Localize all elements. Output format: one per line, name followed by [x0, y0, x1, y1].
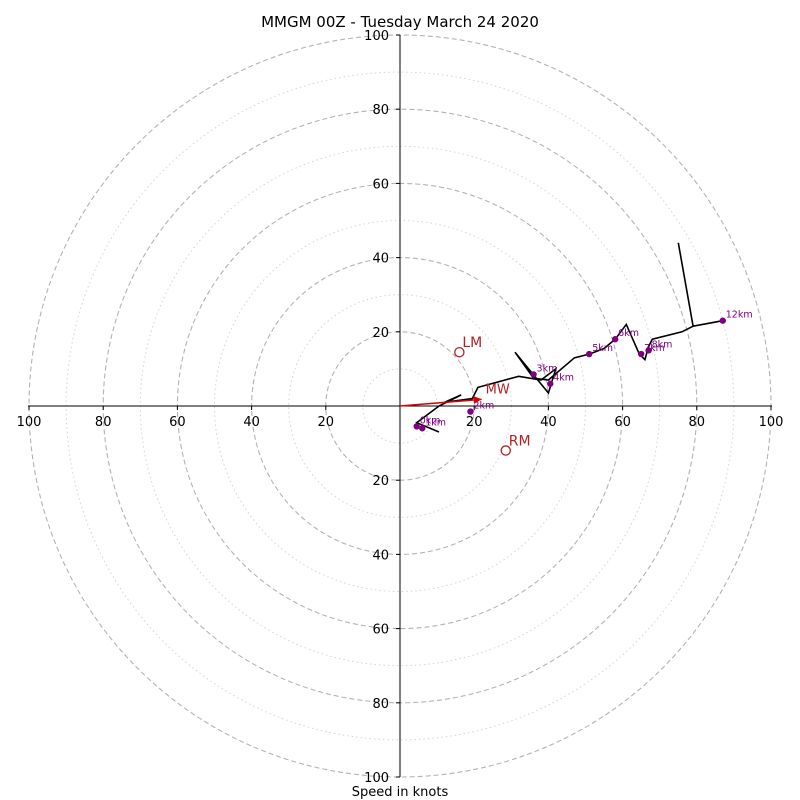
y-tick-label: 20	[372, 474, 389, 489]
height-marker-label-2km: 2km	[473, 401, 494, 412]
height-marker-label-8km: 8km	[652, 339, 673, 350]
height-marker-label-4km: 4km	[553, 373, 574, 384]
mean-wind-label: MW	[486, 382, 510, 397]
x-tick-label: 40	[540, 415, 557, 430]
x-tick-label: 100	[759, 415, 784, 430]
x-tick-label: 40	[243, 415, 260, 430]
height-marker-label-5km: 5km	[592, 343, 613, 354]
y-tick-label: 60	[372, 623, 389, 638]
x-tick-label: 20	[466, 415, 483, 430]
y-tick-label: 40	[372, 252, 389, 267]
height-marker-0km	[413, 423, 420, 430]
hodograph-line	[415, 242, 723, 433]
height-marker-label-0km: 0km	[420, 415, 441, 426]
height-marker-label-6km: 6km	[618, 328, 639, 339]
height-marker-8km	[645, 347, 652, 354]
storm-motion-marker-rm	[500, 445, 511, 456]
height-marker-1km	[419, 425, 426, 432]
height-marker-12km	[719, 317, 726, 324]
x-tick-label: 80	[689, 415, 706, 430]
height-marker-label-12km: 12km	[726, 310, 753, 321]
height-marker-7km	[637, 350, 645, 358]
y-tick-label: 80	[372, 103, 389, 118]
y-tick-label: 100	[364, 771, 389, 786]
y-tick-label: 100	[364, 29, 389, 44]
y-tick-label: 60	[372, 177, 389, 192]
mean-wind-arrow	[399, 398, 482, 407]
y-tick-label: 40	[372, 548, 389, 563]
y-tick-label: 20	[372, 326, 389, 341]
x-axis-label: Speed in knots	[352, 785, 449, 800]
storm-motion-marker-lm	[454, 346, 465, 358]
x-tick-label: 20	[318, 415, 335, 430]
height-marker-label-3km: 3km	[537, 363, 558, 374]
height-marker-5km	[586, 350, 593, 358]
storm-motion-label-rm: RM	[509, 434, 531, 450]
x-tick-label: 100	[17, 415, 42, 430]
y-tick-label: 80	[372, 697, 389, 712]
axis-ticks: 100 80 60 40 20 20 40 60 80 100 100 80 60 40 20 20 40 60 8…	[17, 29, 784, 786]
height-marker-2km	[467, 408, 474, 415]
chart-title: MMGM 00Z - Tuesday March 24 2020	[261, 13, 539, 31]
height-marker-label-1km: 1km	[425, 417, 446, 428]
x-tick-label: 80	[95, 415, 112, 430]
height-marker-3km	[530, 371, 537, 378]
x-tick-label: 60	[169, 415, 186, 430]
storm-motion-label-lm: LM	[462, 335, 482, 351]
height-marker-label-7km: 7km	[644, 343, 665, 354]
height-marker-6km	[611, 336, 619, 343]
mean-wind-arrowhead	[473, 396, 482, 404]
x-tick-label: 60	[614, 415, 631, 430]
height-marker-4km	[547, 380, 554, 387]
